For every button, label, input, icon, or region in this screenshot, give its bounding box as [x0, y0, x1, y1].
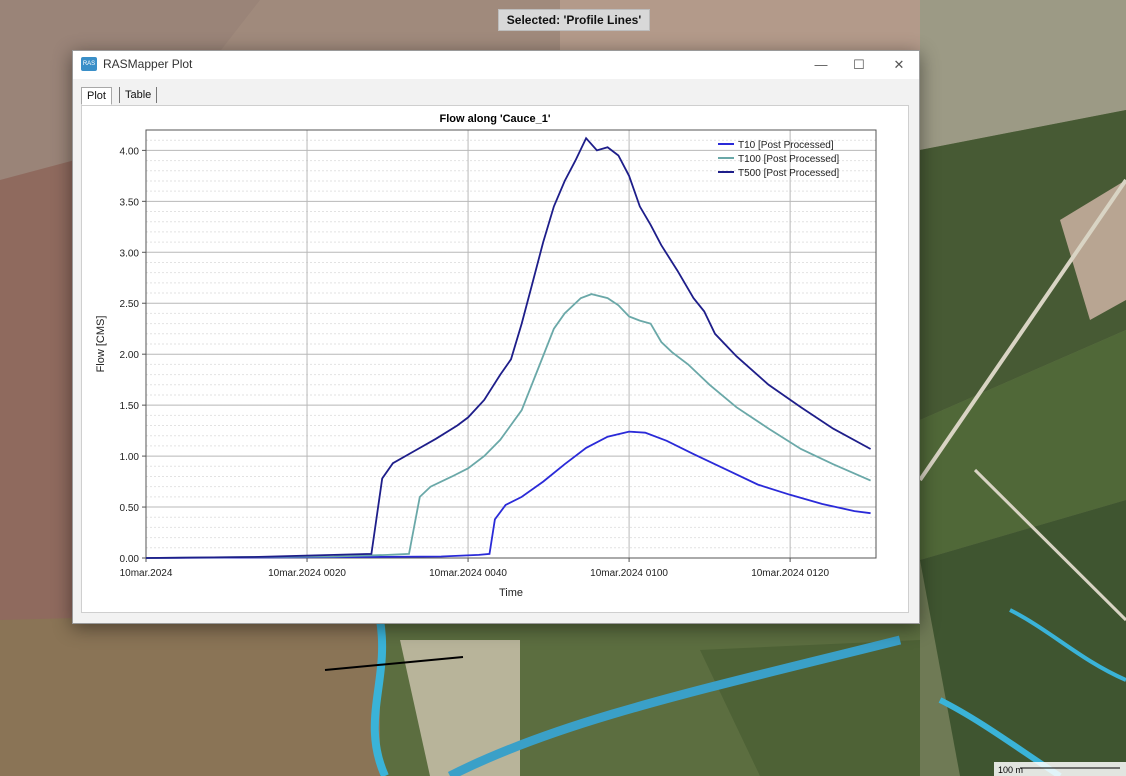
plot-frame — [145, 129, 877, 559]
maximize-button[interactable]: ☐ — [853, 57, 865, 72]
y-tick-label: 4.00 — [120, 146, 140, 157]
y-tick-label: 3.00 — [120, 248, 140, 259]
window-titlebar[interactable]: RAS RASMapper Plot — ☐ ✕ — [73, 51, 919, 79]
y-tick-label: 3.50 — [120, 197, 140, 208]
tab-plot[interactable]: Plot — [81, 87, 112, 105]
series-line-2[interactable] — [145, 293, 871, 559]
legend-label-2: T100 [Post Processed] — [738, 154, 839, 165]
chart-legend: T10 [Post Processed] T100 [Post Processed… — [718, 140, 839, 179]
plot-area[interactable]: Flow along 'Cauce_1' 0.00 0.50 1.00 1.50 2.0… — [81, 105, 909, 613]
chart-title: Flow along 'Cauce_1' — [440, 113, 551, 125]
y-tick-label: 2.00 — [120, 350, 140, 361]
y-axis-label: Flow [CMS] — [95, 316, 107, 373]
y-tick-label: 2.50 — [120, 299, 140, 310]
x-tick-label: 10mar.2024 0120 — [751, 568, 829, 579]
x-axis-ticks: 10mar.2024 10mar.2024 0020 10mar.2024 0040… — [120, 558, 829, 579]
x-tick-label: 10mar.2024 — [120, 568, 173, 579]
legend-label-3: T500 [Post Processed] — [738, 168, 839, 179]
rasmapper-plot-window[interactable]: RAS RASMapper Plot — ☐ ✕ Plot Table Flow… — [72, 50, 920, 624]
x-axis-label: Time — [499, 587, 523, 599]
close-button[interactable]: ✕ — [893, 57, 905, 72]
y-tick-label: 0.00 — [120, 554, 140, 565]
rasmapper-app-icon: RAS — [81, 57, 97, 71]
series-line-1[interactable] — [145, 430, 871, 559]
y-tick-label: 1.00 — [120, 452, 140, 463]
flow-chart[interactable]: Flow along 'Cauce_1' 0.00 0.50 1.00 1.50 2.0… — [82, 106, 908, 612]
series-line-3[interactable] — [145, 136, 872, 559]
selection-status-label: Selected: 'Profile Lines' — [498, 9, 650, 31]
y-tick-label: 1.50 — [120, 401, 140, 412]
y-axis-ticks: 0.00 0.50 1.00 1.50 2.00 2.50 3.00 3.50 4.00 — [120, 146, 146, 565]
series-lines — [145, 136, 872, 559]
legend-label-1: T10 [Post Processed] — [738, 140, 834, 151]
chart-grid — [146, 130, 876, 558]
x-tick-label: 10mar.2024 0040 — [429, 568, 507, 579]
x-tick-label: 10mar.2024 0100 — [590, 568, 668, 579]
y-tick-label: 0.50 — [120, 503, 140, 514]
minimize-button[interactable]: — — [814, 57, 828, 72]
scale-bar-label: 100 m — [998, 765, 1023, 775]
window-title: RASMapper Plot — [103, 57, 193, 71]
x-tick-label: 10mar.2024 0020 — [268, 568, 346, 579]
tab-table[interactable]: Table — [119, 87, 158, 103]
